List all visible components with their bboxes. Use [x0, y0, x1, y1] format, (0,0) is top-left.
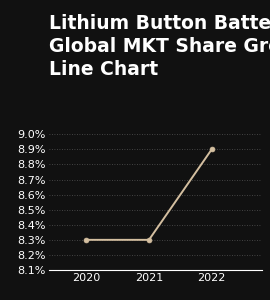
Text: Lithium Button Battery
Global MKT Share Growth
Line Chart: Lithium Button Battery Global MKT Share …	[49, 14, 270, 79]
